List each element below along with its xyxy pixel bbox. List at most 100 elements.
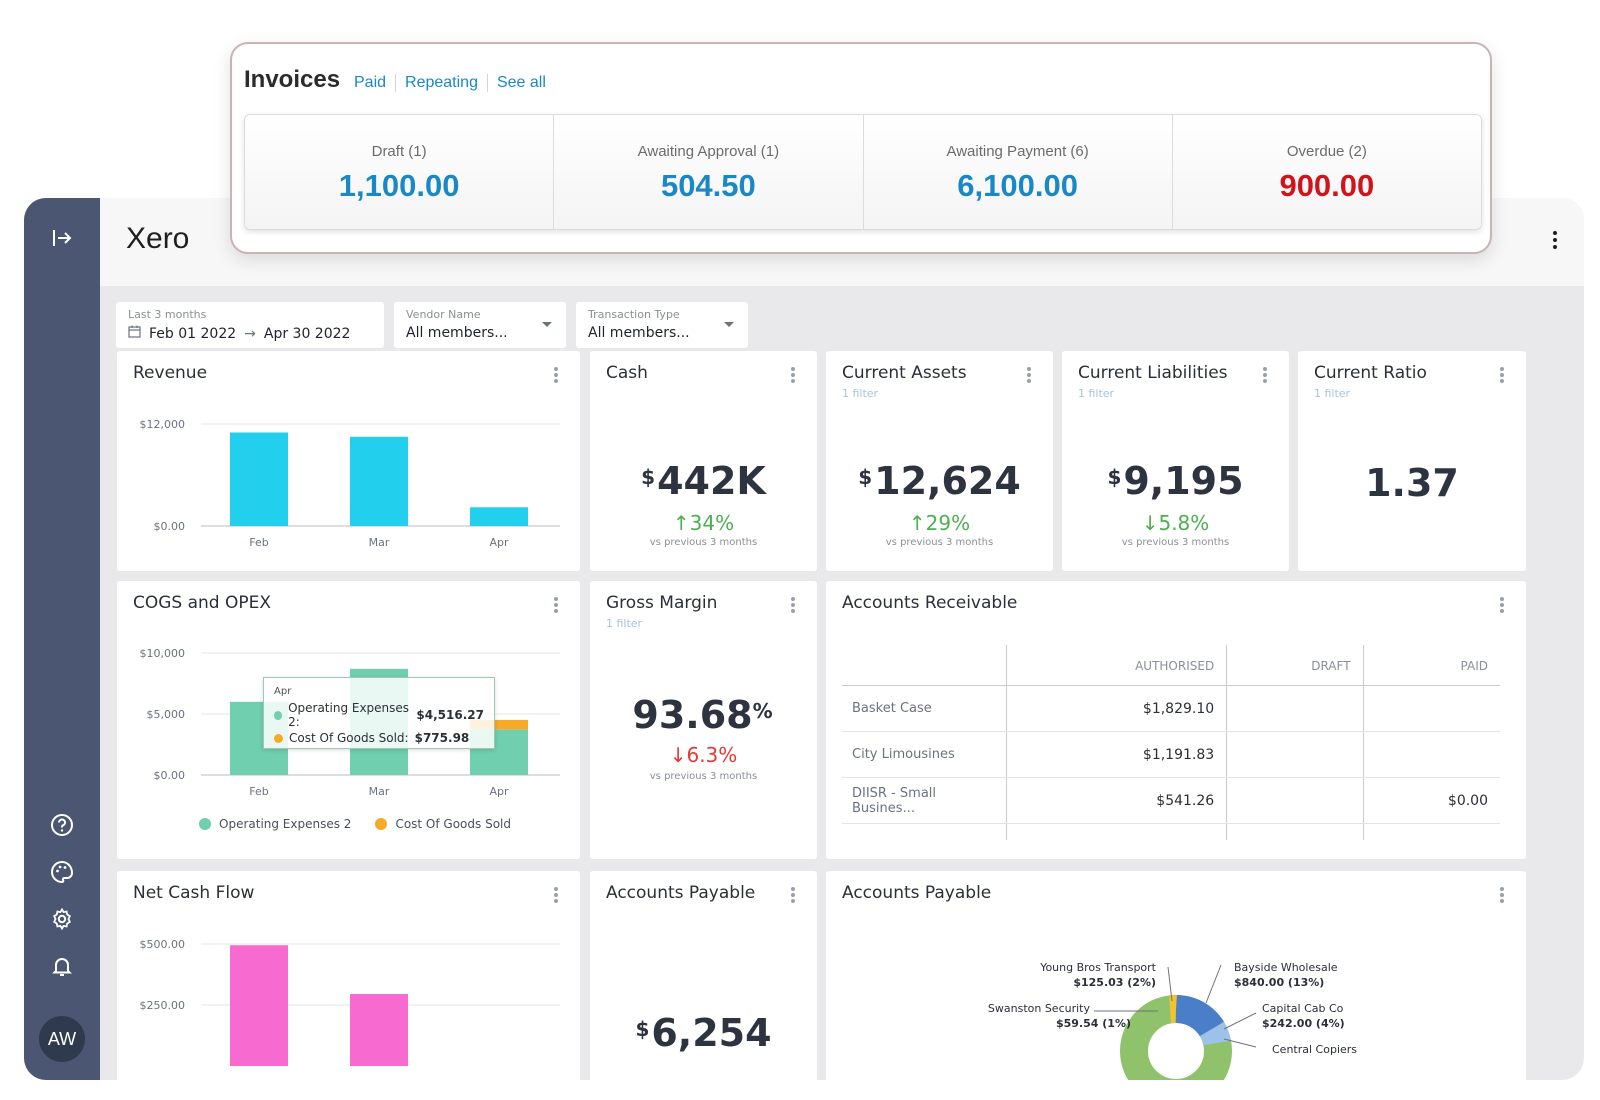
accounts-payable-donut-card: Accounts Payable Young Bros Transport $1… bbox=[826, 871, 1526, 1080]
avatar[interactable]: AW bbox=[39, 1016, 85, 1062]
date-range-filter[interactable]: Last 3 months Feb 01 2022 → Apr 30 2022 bbox=[116, 302, 384, 348]
card-menu-icon[interactable] bbox=[1498, 885, 1506, 907]
bell-icon[interactable] bbox=[46, 950, 78, 982]
vendor-name-filter[interactable]: Vendor Name All members... bbox=[394, 302, 566, 348]
invoice-status-label: Draft (1) bbox=[371, 143, 427, 160]
kpi-delta-value: 6.3% bbox=[686, 743, 738, 767]
x-tick-label: Mar bbox=[369, 536, 390, 549]
cell-authorised: $541.26 bbox=[1005, 777, 1227, 824]
transaction-type-filter[interactable]: Transaction Type All members... bbox=[576, 302, 748, 348]
column-header[interactable]: DRAFT bbox=[1226, 645, 1364, 686]
cell-draft bbox=[1226, 777, 1364, 824]
arrow-up-icon: ↑ bbox=[908, 511, 926, 535]
arrow-up-icon: ↑ bbox=[672, 511, 690, 535]
cell-authorised: $1,191.83 bbox=[1005, 731, 1227, 778]
gross-margin-card: Gross Margin 1 filter 93.68% ↓6.3% vs pr… bbox=[590, 581, 817, 859]
current-liabilities-card: Current Liabilities 1 filter $9,195 ↓5.8… bbox=[1062, 351, 1289, 571]
help-icon[interactable] bbox=[46, 809, 78, 841]
filter-count[interactable]: 1 filter bbox=[606, 617, 643, 630]
invoice-status-value: 1,100.00 bbox=[338, 168, 460, 203]
leader-line bbox=[1167, 966, 1173, 1002]
card-menu-icon[interactable] bbox=[789, 595, 797, 617]
tooltip-category: Apr bbox=[274, 686, 292, 697]
table-row[interactable]: Basket Case $1,829.10 bbox=[842, 685, 1500, 732]
y-tick-label: $10,000 bbox=[140, 647, 186, 660]
donut-slice-bayside bbox=[1175, 994, 1224, 1038]
tooltip-label: Operating Expenses 2: bbox=[288, 701, 410, 729]
y-tick-label: $12,000 bbox=[140, 418, 186, 431]
more-options-icon[interactable] bbox=[1550, 228, 1560, 256]
calendar-icon bbox=[128, 325, 141, 342]
see-all-link[interactable]: See all bbox=[496, 74, 546, 91]
date-range-label: Last 3 months bbox=[128, 308, 207, 321]
bar bbox=[350, 994, 408, 1066]
settings-icon[interactable] bbox=[46, 903, 78, 935]
vendor-name-value: All members... bbox=[406, 325, 508, 341]
kpi-comparison: vs previous 3 months bbox=[885, 537, 994, 548]
invoice-status-label: Awaiting Approval (1) bbox=[637, 143, 780, 160]
chart-tooltip: Apr Operating Expenses 2: $4,516.27 Cost … bbox=[263, 677, 495, 749]
kpi-delta: ↑29% bbox=[826, 511, 1053, 535]
sidebar: AW bbox=[24, 198, 100, 1080]
card-menu-icon[interactable] bbox=[552, 365, 560, 387]
palette-icon[interactable] bbox=[46, 856, 78, 888]
repeating-link[interactable]: Repeating bbox=[396, 74, 488, 92]
vendor-name-label: Vendor Name bbox=[406, 308, 481, 321]
table-row[interactable]: City Limousines $1,191.83 bbox=[842, 731, 1500, 778]
awaiting-payment-box[interactable]: Awaiting Payment (6) 6,100.00 bbox=[863, 115, 1173, 229]
y-tick-label: $500.00 bbox=[140, 938, 186, 951]
cell-paid: $0.00 bbox=[1362, 777, 1500, 824]
slice-label: Bayside Wholesale bbox=[1234, 961, 1338, 974]
kpi-comparison: vs previous 3 months bbox=[649, 771, 758, 782]
current-ratio-card: Current Ratio 1 filter 1.37 bbox=[1298, 351, 1526, 571]
x-tick-label: Feb bbox=[249, 536, 268, 549]
draft-box[interactable]: Draft (1) 1,100.00 bbox=[245, 115, 555, 229]
card-menu-icon[interactable] bbox=[1025, 365, 1033, 387]
slice-label: Central Copiers bbox=[1272, 1043, 1357, 1056]
filter-count[interactable]: 1 filter bbox=[842, 387, 879, 400]
kpi-delta-value: 29% bbox=[925, 511, 971, 535]
transaction-type-label: Transaction Type bbox=[588, 308, 680, 321]
leader-line bbox=[1223, 1012, 1257, 1030]
card-menu-icon[interactable] bbox=[789, 885, 797, 907]
card-title: Accounts Payable bbox=[606, 883, 756, 903]
filter-count[interactable]: 1 filter bbox=[1314, 387, 1351, 400]
cell-paid bbox=[1362, 685, 1500, 732]
tooltip-label: Cost Of Goods Sold: bbox=[289, 731, 409, 745]
filter-count[interactable]: 1 filter bbox=[1078, 387, 1115, 400]
table-row[interactable]: DIISR - Small Busines... $541.26 $0.00 bbox=[842, 777, 1500, 824]
expand-icon[interactable] bbox=[46, 222, 78, 254]
paid-link[interactable]: Paid bbox=[354, 74, 397, 92]
column-header[interactable]: AUTHORISED bbox=[1005, 645, 1227, 686]
card-menu-icon[interactable] bbox=[1498, 595, 1506, 617]
kpi-delta: ↓6.3% bbox=[590, 743, 817, 767]
card-menu-icon[interactable] bbox=[552, 885, 560, 907]
legend-item[interactable]: Operating Expenses 2 bbox=[199, 817, 351, 831]
currency-symbol: $ bbox=[858, 465, 873, 489]
transaction-type-value: All members... bbox=[588, 325, 690, 341]
accounts-receivable-card: Accounts Receivable AUTHORISED DRAFT PAI… bbox=[826, 581, 1526, 859]
currency-symbol: $ bbox=[635, 1017, 650, 1041]
app-title: Xero bbox=[126, 222, 190, 255]
bar bbox=[230, 432, 288, 526]
awaiting-approval-box[interactable]: Awaiting Approval (1) 504.50 bbox=[554, 115, 864, 229]
card-menu-icon[interactable] bbox=[789, 365, 797, 387]
card-menu-icon[interactable] bbox=[1261, 365, 1269, 387]
bar bbox=[470, 719, 528, 730]
card-title: COGS and OPEX bbox=[133, 593, 272, 613]
card-menu-icon[interactable] bbox=[1498, 365, 1506, 387]
slice-amount: $840.00 (13%) bbox=[1234, 976, 1324, 989]
table-header-row: AUTHORISED DRAFT PAID bbox=[842, 645, 1500, 686]
column-header[interactable]: PAID bbox=[1362, 645, 1500, 686]
current-assets-card: Current Assets 1 filter $12,624 ↑29% vs … bbox=[826, 351, 1053, 571]
legend-item[interactable]: Cost Of Goods Sold bbox=[375, 817, 511, 831]
net-cash-flow-card: Net Cash Flow $500.00 $250.00 bbox=[117, 871, 580, 1080]
card-menu-icon[interactable] bbox=[552, 595, 560, 617]
leader-line bbox=[1223, 1038, 1257, 1048]
arrow-down-icon: ↓ bbox=[1141, 511, 1159, 535]
card-title: Revenue bbox=[133, 363, 208, 383]
legend-dot-icon bbox=[199, 818, 211, 830]
arrow-right-icon: → bbox=[244, 325, 256, 342]
overdue-box[interactable]: Overdue (2) 900.00 bbox=[1172, 115, 1481, 229]
kpi-delta: ↓5.8% bbox=[1062, 511, 1289, 535]
